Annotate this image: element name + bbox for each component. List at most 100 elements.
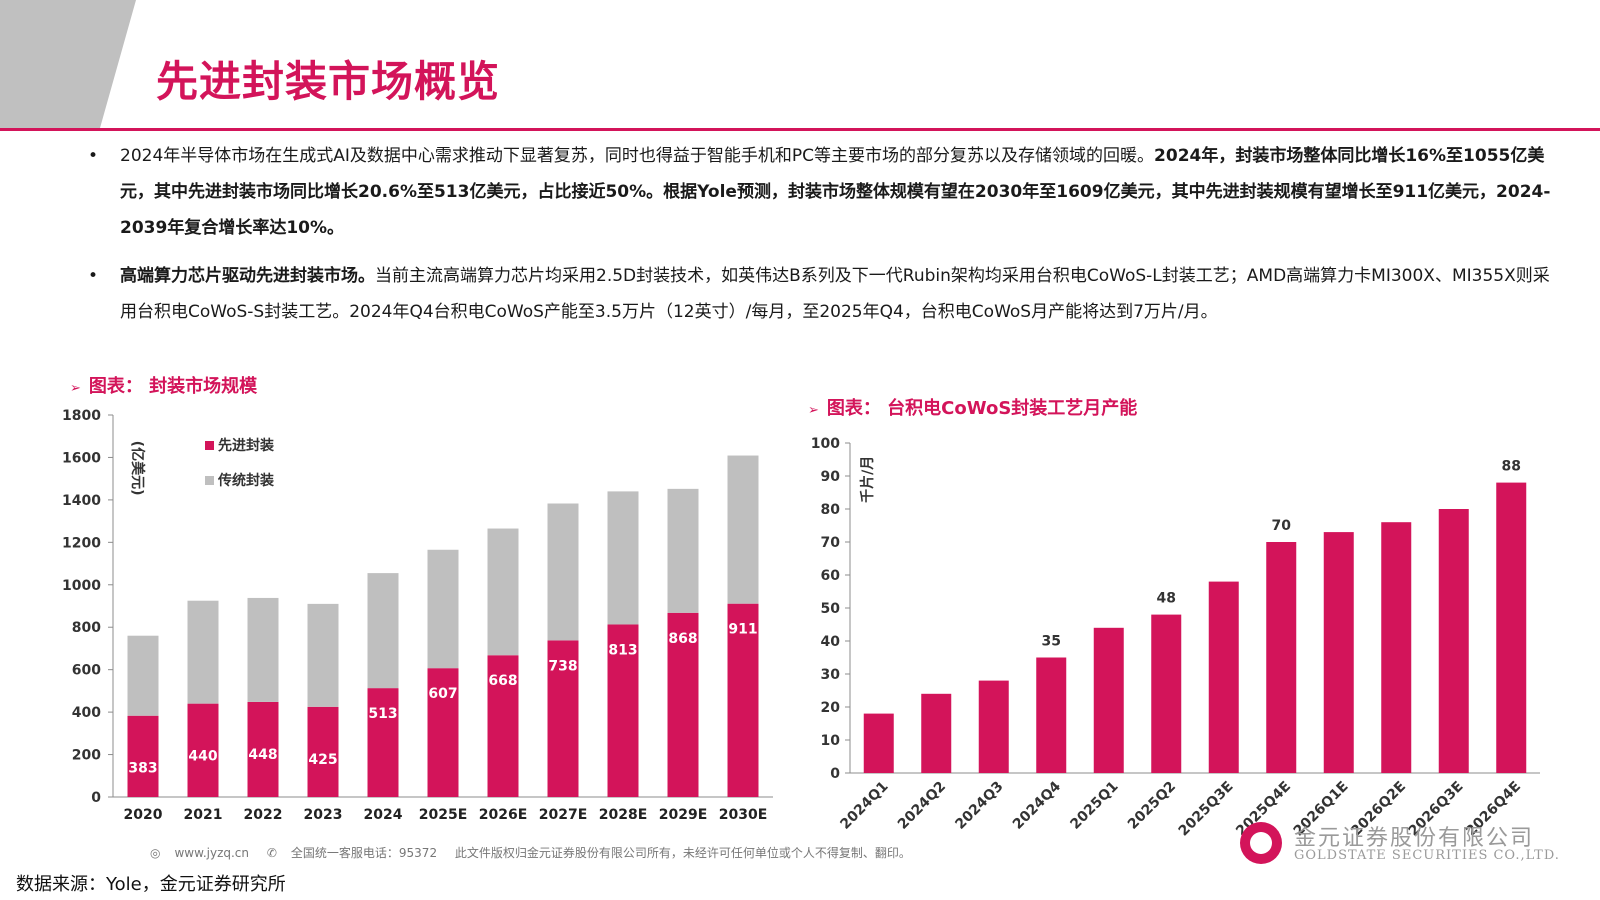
bar-cowos-capacity bbox=[921, 693, 952, 773]
x-tick-label: 2024Q1 bbox=[837, 779, 891, 833]
chart2-title-text: 图表： 台积电CoWoS封装工艺月产能 bbox=[826, 398, 1138, 419]
bullet-dot: • bbox=[88, 266, 99, 286]
y-tick-label: 1000 bbox=[62, 578, 101, 594]
y-tick-label: 0 bbox=[830, 766, 840, 782]
bar-value-label: 425 bbox=[308, 752, 337, 768]
chart1-title-marker: ➢ bbox=[70, 381, 81, 396]
bar-traditional-packaging bbox=[127, 635, 159, 716]
y-tick-label: 1400 bbox=[62, 493, 101, 509]
y-tick-label: 800 bbox=[72, 620, 101, 636]
y-tick-label: 80 bbox=[821, 502, 841, 518]
bar-advanced-packaging bbox=[187, 703, 219, 797]
x-tick-label: 2024Q4 bbox=[1010, 778, 1064, 832]
bar-cowos-capacity bbox=[863, 713, 894, 773]
bar-advanced-packaging bbox=[547, 640, 579, 797]
bar-cowos-capacity bbox=[1496, 482, 1527, 773]
bar-advanced-packaging bbox=[607, 624, 639, 797]
y-tick-label: 70 bbox=[821, 535, 841, 551]
bar-value-label: 88 bbox=[1502, 459, 1521, 475]
chart1-title: ➢ 图表： 封装市场规模 bbox=[70, 372, 257, 398]
x-tick-label: 2028E bbox=[599, 807, 648, 823]
bar-advanced-packaging bbox=[247, 701, 279, 797]
bullet-item-2: • 高端算力芯片驱动先进封装市场。当前主流高端算力芯片均采用2.5D封装技术，如… bbox=[88, 258, 1558, 330]
bullet-2-text: 当前主流高端算力芯片均采用2.5D封装技术，如英伟达B系列及下一代Rubin架构… bbox=[120, 266, 1550, 322]
bar-cowos-capacity bbox=[1438, 509, 1469, 773]
x-tick-label: 2024 bbox=[364, 807, 403, 823]
bullet-item-1: • 2024年半导体市场在生成式AI及数据中心需求推动下显著复苏，同时也得益于智… bbox=[88, 138, 1558, 246]
x-tick-label: 2025Q2 bbox=[1125, 779, 1179, 833]
x-tick-label: 2024Q3 bbox=[952, 779, 1006, 833]
bullet-list: • 2024年半导体市场在生成式AI及数据中心需求推动下显著复苏，同时也得益于智… bbox=[88, 130, 1558, 330]
y-tick-label: 600 bbox=[72, 663, 101, 679]
y-tick-label: 10 bbox=[821, 733, 841, 749]
logo-name-en: GOLDSTATE SECURITIES CO.,LTD. bbox=[1294, 848, 1560, 863]
bar-cowos-capacity bbox=[978, 680, 1009, 773]
chart2-title: ➢ 图表： 台积电CoWoS封装工艺月产能 bbox=[808, 394, 1137, 420]
x-tick-label: 2025E bbox=[419, 807, 468, 823]
bar-traditional-packaging bbox=[247, 597, 279, 702]
title-divider bbox=[0, 128, 1600, 131]
y-tick-label: 0 bbox=[91, 790, 101, 806]
x-tick-label: 2025Q1 bbox=[1067, 779, 1121, 833]
legend-swatch bbox=[205, 476, 214, 485]
x-tick-label: 2023 bbox=[304, 807, 343, 823]
chart1-title-text: 图表： 封装市场规模 bbox=[88, 376, 258, 397]
bar-cowos-capacity bbox=[1151, 614, 1182, 773]
bar-traditional-packaging bbox=[667, 488, 699, 613]
y-axis-label: (亿美元) bbox=[129, 441, 146, 496]
x-tick-label: 2020 bbox=[124, 807, 163, 823]
y-axis-label: 千片/月 bbox=[859, 456, 876, 503]
bar-cowos-capacity bbox=[1093, 627, 1124, 773]
legend-swatch bbox=[205, 441, 214, 450]
bar-traditional-packaging bbox=[187, 600, 219, 704]
bar-traditional-packaging bbox=[487, 528, 519, 656]
bar-cowos-capacity bbox=[1323, 532, 1354, 773]
x-tick-label: 2021 bbox=[184, 807, 223, 823]
bar-advanced-packaging bbox=[727, 603, 759, 797]
bar-traditional-packaging bbox=[547, 503, 579, 641]
bar-traditional-packaging bbox=[427, 549, 459, 669]
footer-hotline: 全国统一客服电话：95372 bbox=[290, 846, 438, 860]
bar-value-label: 440 bbox=[188, 749, 217, 765]
bar-cowos-capacity bbox=[1036, 657, 1067, 773]
bar-value-label: 70 bbox=[1272, 518, 1292, 534]
bar-traditional-packaging bbox=[727, 455, 759, 604]
bar-traditional-packaging bbox=[367, 573, 399, 689]
bar-traditional-packaging bbox=[607, 491, 639, 625]
bar-value-label: 383 bbox=[128, 761, 157, 777]
bullet-2-bold: 高端算力芯片驱动先进封装市场。 bbox=[120, 266, 375, 286]
legend-label: 先进封装 bbox=[218, 437, 275, 454]
footer-website[interactable]: www.jyzq.cn bbox=[174, 846, 250, 860]
footer-bar: ◎ www.jyzq.cn ✆ 全国统一客服电话：95372 此文件版权归金元证券股… bbox=[150, 844, 925, 861]
y-tick-label: 90 bbox=[821, 469, 841, 485]
bar-value-label: 35 bbox=[1042, 634, 1061, 650]
legend-label: 传统封装 bbox=[217, 472, 275, 489]
bar-advanced-packaging bbox=[367, 688, 399, 797]
bar-value-label: 868 bbox=[668, 631, 697, 647]
y-tick-label: 30 bbox=[821, 667, 841, 683]
bar-cowos-capacity bbox=[1266, 542, 1297, 773]
bar-value-label: 813 bbox=[608, 642, 637, 658]
y-tick-label: 20 bbox=[821, 700, 841, 716]
bar-value-label: 668 bbox=[488, 673, 517, 689]
bullet-1-bold: 2024年，封装市场整体同比增长16%至1055亿美元，其中先进封装市场同比增长… bbox=[120, 146, 1551, 238]
x-tick-label: 2029E bbox=[659, 807, 708, 823]
bullet-dot: • bbox=[88, 146, 99, 166]
y-tick-label: 200 bbox=[72, 748, 101, 764]
phone-icon: ✆ bbox=[266, 846, 277, 860]
bar-value-label: 738 bbox=[548, 658, 577, 674]
footer-copyright: 此文件版权归金元证券股份有限公司所有，未经许可任何单位或个人不得复制、翻印。 bbox=[454, 846, 911, 860]
bar-cowos-capacity bbox=[1208, 581, 1239, 773]
bar-value-label: 911 bbox=[728, 622, 757, 638]
logo-name-cn: 金元证券股份有限公司 bbox=[1294, 826, 1535, 851]
bullet-1-text: 2024年半导体市场在生成式AI及数据中心需求推动下显著复苏，同时也得益于智能手… bbox=[120, 146, 1155, 166]
goldstate-logo-icon bbox=[1240, 822, 1282, 864]
y-tick-label: 40 bbox=[821, 634, 841, 650]
bar-advanced-packaging bbox=[427, 668, 459, 797]
y-tick-label: 1800 bbox=[62, 408, 101, 424]
y-tick-label: 100 bbox=[811, 436, 840, 452]
company-logo: 金元证券股份有限公司 GOLDSTATE SECURITIES CO.,LTD. bbox=[1240, 818, 1590, 868]
y-tick-label: 400 bbox=[72, 705, 101, 721]
header-corner-shape bbox=[0, 0, 136, 128]
